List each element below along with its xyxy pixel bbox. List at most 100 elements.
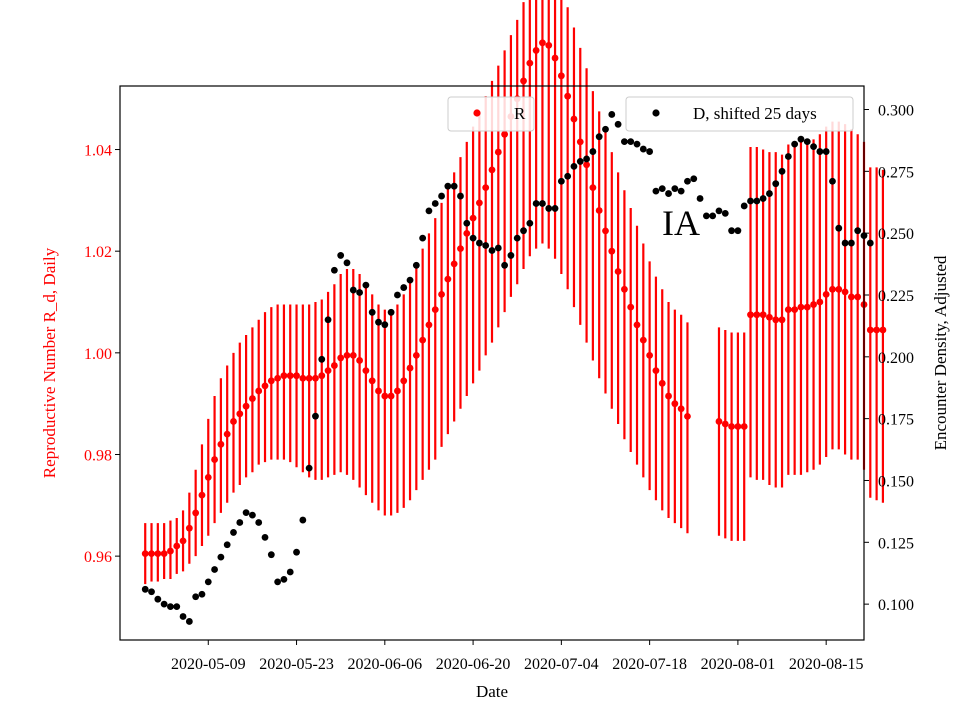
x-tick-label: 2020-05-09 bbox=[171, 656, 246, 673]
r-point bbox=[173, 542, 181, 550]
r-point bbox=[873, 326, 881, 334]
d-point bbox=[646, 148, 654, 155]
r-point bbox=[545, 41, 553, 49]
d-point bbox=[501, 261, 509, 269]
d-point bbox=[286, 568, 294, 576]
d-point bbox=[854, 227, 862, 235]
right-y-axis-ticks: 0.100 0.125 0.150 0.175 0.200 0.225 0.250 0.275… bbox=[864, 102, 914, 614]
d-point bbox=[816, 148, 824, 155]
r-point bbox=[747, 311, 754, 319]
d-point bbox=[255, 519, 263, 526]
d-point bbox=[167, 603, 174, 611]
d-point bbox=[822, 148, 830, 155]
d-point bbox=[532, 200, 540, 207]
right-y-axis-label: Encounter Density, Adjusted bbox=[931, 255, 950, 450]
d-point bbox=[633, 140, 641, 148]
r-point bbox=[242, 402, 250, 410]
r-point bbox=[141, 550, 149, 557]
d-point bbox=[387, 308, 395, 316]
r-point bbox=[621, 285, 628, 293]
d-point bbox=[419, 234, 427, 242]
d-point bbox=[173, 603, 181, 611]
r-point bbox=[684, 412, 691, 420]
x-axis-ticks: 2020-05-09 2020-05-23 2020-06-06 2020-06-20… bbox=[171, 640, 863, 673]
d-point bbox=[545, 205, 553, 212]
r-point bbox=[387, 392, 395, 400]
r-point bbox=[425, 321, 433, 329]
r-point bbox=[772, 316, 780, 324]
right-y-tick-label: 0.175 bbox=[878, 412, 914, 429]
r-point bbox=[810, 301, 817, 308]
r-point bbox=[368, 377, 376, 385]
r-point bbox=[406, 364, 414, 372]
d-point bbox=[349, 286, 357, 294]
x-tick-label: 2020-06-20 bbox=[436, 656, 511, 673]
d-point bbox=[639, 145, 647, 153]
d-point bbox=[621, 138, 628, 146]
d-point bbox=[204, 578, 212, 586]
r-point bbox=[192, 509, 200, 517]
d-point bbox=[551, 205, 559, 212]
r-point bbox=[381, 392, 389, 400]
d-point bbox=[690, 175, 698, 183]
left-y-tick-label: 0.96 bbox=[84, 549, 112, 566]
d-point bbox=[866, 239, 874, 247]
d-point bbox=[375, 318, 382, 326]
d-series bbox=[141, 111, 874, 625]
r-point bbox=[583, 161, 590, 169]
left-y-axis-label: Reproductive Number R_d, Daily bbox=[40, 247, 59, 478]
d-point bbox=[803, 138, 811, 146]
r-point bbox=[438, 290, 445, 298]
d-point bbox=[576, 158, 584, 165]
legend-d-marker bbox=[652, 109, 660, 117]
r-point bbox=[803, 303, 811, 311]
right-y-tick-label: 0.225 bbox=[878, 288, 914, 305]
d-point bbox=[457, 192, 464, 200]
r-point bbox=[526, 59, 534, 67]
r-point bbox=[658, 379, 666, 387]
d-point bbox=[198, 590, 206, 598]
d-point bbox=[677, 187, 685, 195]
d-point bbox=[835, 224, 843, 232]
right-y-tick-label: 0.250 bbox=[878, 226, 914, 243]
r-point bbox=[734, 423, 742, 430]
d-point bbox=[747, 197, 754, 205]
d-point bbox=[148, 588, 155, 596]
r-point bbox=[608, 247, 616, 255]
d-point bbox=[652, 187, 660, 195]
r-point bbox=[753, 311, 761, 319]
r-point bbox=[721, 420, 729, 428]
legend-r-marker bbox=[473, 109, 481, 117]
d-point bbox=[318, 355, 326, 363]
d-point bbox=[185, 618, 193, 625]
r-point bbox=[349, 351, 357, 359]
d-point bbox=[463, 219, 471, 227]
d-point bbox=[734, 227, 742, 235]
d-point bbox=[766, 190, 773, 197]
d-point bbox=[721, 209, 729, 217]
r-point bbox=[324, 367, 332, 375]
d-point bbox=[394, 291, 401, 299]
r-point bbox=[230, 418, 237, 425]
r-point bbox=[280, 372, 288, 380]
r-point bbox=[444, 275, 452, 283]
r-point bbox=[482, 184, 490, 192]
right-y-tick-label: 0.150 bbox=[878, 473, 914, 490]
r-point bbox=[797, 303, 805, 311]
d-point bbox=[179, 613, 187, 620]
d-point bbox=[274, 578, 282, 586]
r-point bbox=[488, 166, 496, 174]
d-point bbox=[709, 212, 717, 220]
r-point bbox=[198, 491, 206, 499]
d-point bbox=[658, 185, 666, 193]
x-tick-label: 2020-05-23 bbox=[259, 656, 334, 673]
r-point bbox=[570, 115, 578, 123]
r-point bbox=[715, 418, 723, 425]
d-point bbox=[728, 227, 735, 235]
r-point bbox=[179, 537, 187, 545]
r-point bbox=[564, 92, 572, 100]
r-point bbox=[211, 456, 218, 463]
r-point bbox=[595, 207, 603, 214]
r-point bbox=[475, 199, 483, 207]
right-y-tick-label: 0.300 bbox=[878, 102, 914, 119]
